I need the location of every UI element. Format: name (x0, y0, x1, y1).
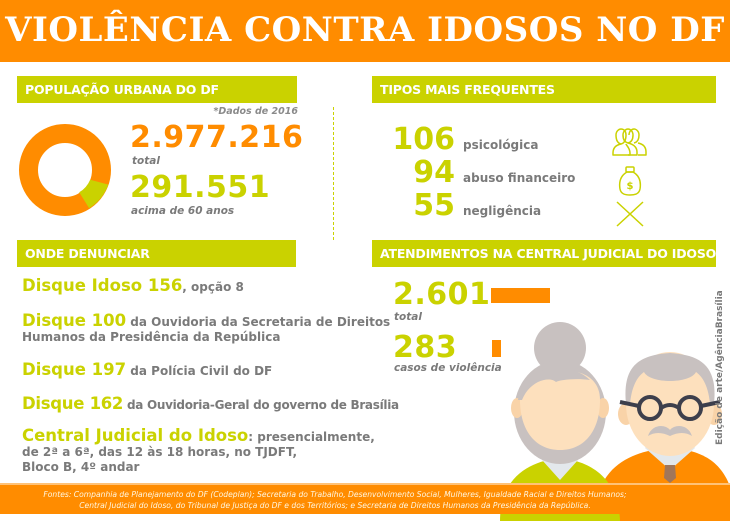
type-row-financial: 94 (380, 158, 455, 188)
page-title: VIOLÊNCIA CONTRA IDOSOS NO DF (5, 10, 725, 50)
population-heading: POPULAÇÃO URBANA DO DF (17, 76, 297, 103)
report-highlight: Disque 100 (22, 311, 127, 330)
types-heading: TIPOS MAIS FREQUENTES (372, 76, 716, 103)
population-elderly-label: acima de 60 anos (131, 205, 235, 217)
population-total-label: total (132, 155, 160, 167)
report-text: , opção 8 (182, 280, 244, 294)
population-elderly-value: 291.551 (130, 170, 271, 205)
svg-text:$: $ (627, 181, 634, 192)
report-item-disque-idoso: Disque Idoso 156, opção 8 (22, 276, 244, 295)
report-text: da Ouvidoria da Secretaria de Direitos (126, 315, 391, 329)
report-item-disque-100: Disque 100 da Ouvidoria da Secretaria de… (22, 311, 391, 345)
money-bag-icon: $ (618, 166, 642, 196)
attendance-violence-value: 283 (393, 330, 458, 365)
type-value: 55 (413, 188, 455, 223)
report-text-line2: Humanos da Presidência da República (22, 330, 281, 344)
type-row-neglect: 55 (380, 191, 455, 221)
report-text-line3: Bloco B, 4º andar (22, 460, 140, 474)
report-text: da Polícia Civil do DF (126, 364, 273, 378)
type-label: negligência (463, 204, 542, 218)
report-highlight: Disque 197 (22, 360, 127, 379)
type-row-psychological: 106 (380, 125, 455, 155)
column-divider (333, 107, 334, 240)
type-label: abuso financeiro (463, 171, 576, 185)
x-cross-icon (616, 201, 644, 227)
sources-line-2: Central Judicial do Idoso, do Tribunal d… (79, 501, 591, 510)
people-group-icon (612, 128, 647, 156)
report-text-line2: de 2ª a 6ª, das 12 às 18 horas, no TJDFT… (22, 445, 297, 459)
population-donut-chart (19, 124, 111, 216)
sources-line-1: Fontes: Companhia de Planejamento do DF … (43, 490, 627, 499)
title-banner: VIOLÊNCIA CONTRA IDOSOS NO DF (0, 0, 730, 62)
attendance-total-label: total (394, 311, 422, 323)
attendance-violence-label: casos de violência (394, 362, 502, 374)
sources-text: Fontes: Companhia de Planejamento do DF … (0, 489, 670, 511)
report-highlight: Disque Idoso 156 (22, 276, 183, 295)
type-value: 94 (413, 155, 455, 190)
attendance-heading: ATENDIMENTOS NA CENTRAL JUDICIAL DO IDOS… (372, 240, 716, 267)
report-highlight: Central Judicial do Idoso (22, 426, 249, 445)
attendance-violence-bar (492, 340, 501, 357)
art-credit: Edição de arte/AgênciaBrasília (715, 290, 725, 445)
report-text: : presencialmente, (248, 430, 375, 444)
report-item-disque-197: Disque 197 da Polícia Civil do DF (22, 360, 273, 379)
report-item-disque-162: Disque 162 da Ouvidoria-Geral do governo… (22, 394, 399, 413)
report-highlight: Disque 162 (22, 394, 124, 413)
data-year-note: *Dados de 2016 (213, 106, 298, 117)
type-label: psicológica (463, 138, 539, 152)
report-text: da Ouvidoria-Geral do governo de Brasíli… (123, 398, 399, 412)
type-value: 106 (392, 122, 455, 157)
sources-footer: Fontes: Companhia de Planejamento do DF … (0, 483, 730, 514)
attendance-total-bar (491, 288, 550, 303)
population-total-value: 2.977.216 (130, 120, 304, 155)
elderly-slice (79, 179, 109, 209)
report-heading: ONDE DENUNCIAR (17, 240, 296, 267)
report-item-central-judicial: Central Judicial do Idoso: presencialmen… (22, 426, 375, 475)
attendance-total-value: 2.601 (393, 277, 491, 312)
